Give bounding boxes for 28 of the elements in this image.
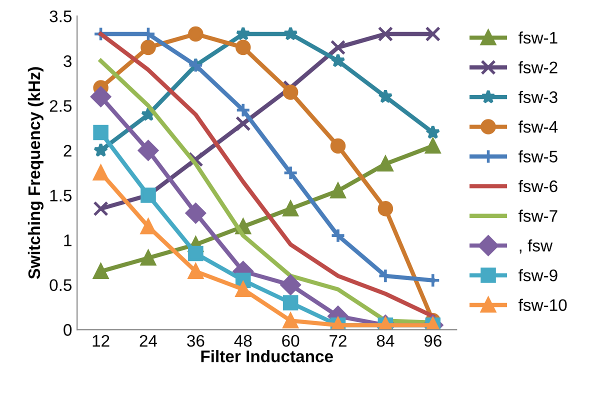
legend-label: fsw-3 bbox=[518, 90, 558, 104]
x-tick-label: 84 bbox=[376, 334, 394, 347]
legend-label: fsw-9 bbox=[518, 269, 558, 282]
x-tick-label: 48 bbox=[234, 334, 252, 347]
y-axis-title: Switching Frequency (kHz) bbox=[28, 67, 44, 279]
legend-label: fsw-5 bbox=[518, 150, 558, 162]
y-tick-label: 3 bbox=[64, 55, 72, 68]
y-tick-label: 0 bbox=[64, 324, 72, 336]
x-tick-label: 36 bbox=[187, 334, 204, 347]
x-tick-label: 60 bbox=[282, 334, 300, 347]
legend-label: fsw-2 bbox=[518, 61, 558, 74]
x-tick-label: 72 bbox=[330, 334, 346, 347]
y-tick-label: 1.5 bbox=[50, 190, 72, 202]
legend-label: , fsw bbox=[520, 239, 553, 254]
y-tick-label: 2.5 bbox=[50, 100, 72, 112]
legend-label: fsw-6 bbox=[518, 180, 558, 192]
legend-label: fsw-7 bbox=[518, 210, 558, 222]
y-tick-label: 2 bbox=[64, 144, 72, 156]
y-tick-label: 3.5 bbox=[50, 10, 72, 22]
legend-label: fsw-10 bbox=[518, 298, 567, 311]
x-axis-title: Filter Inductance bbox=[201, 350, 333, 362]
y-tick-label: 0.5 bbox=[50, 279, 72, 292]
x-tick-label: 12 bbox=[92, 334, 110, 347]
legend-label: fsw-1 bbox=[518, 31, 558, 44]
x-tick-label: 24 bbox=[140, 334, 158, 347]
x-tick-label: 96 bbox=[424, 334, 442, 347]
legend-label: fsw-4 bbox=[518, 120, 558, 133]
y-tick-label: 1 bbox=[64, 234, 72, 246]
